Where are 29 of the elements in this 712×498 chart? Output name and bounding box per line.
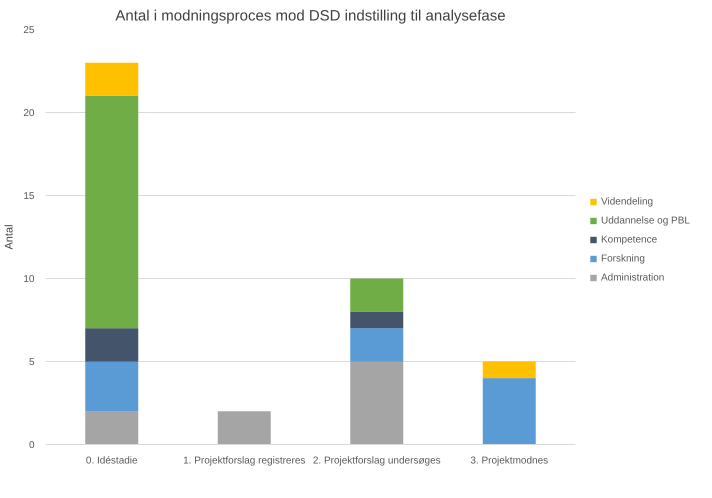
bar [350,312,404,328]
legend-label: Uddannelse og PBL [601,215,690,226]
legend-label: Forskning [601,253,645,264]
legend-label: Videndeling [601,196,654,207]
x-tick-label: 3. Projektmodnes [470,456,548,466]
x-tick-label: 1. Projektforslag registreres [183,456,306,466]
bar [350,362,404,444]
bar [85,328,138,362]
bar [218,411,271,444]
y-tick-label: 15 [23,191,35,202]
y-axis-title: Antal [3,224,16,250]
bar [482,378,536,444]
legend-label: Administration [601,272,664,283]
y-tick-label: 20 [23,108,35,119]
legend-label: Kompetence [601,234,658,245]
bar [85,62,138,96]
x-tick-label: 2. Projektforslag undersøges [312,456,441,466]
bar [482,362,536,378]
bar [85,411,138,444]
bar [85,362,138,412]
y-tick-label: 10 [23,274,35,285]
y-tick-label: 5 [28,357,35,368]
bar [85,96,138,328]
x-tick-label: 0. Idéstadie [86,456,138,466]
y-tick-label: 0 [28,440,35,451]
bar [350,328,404,362]
chart-title: Antal i modningsproces mod DSD indstilling til analysefase [115,8,506,24]
bar [350,278,404,312]
y-tick-label: 25 [23,25,35,36]
